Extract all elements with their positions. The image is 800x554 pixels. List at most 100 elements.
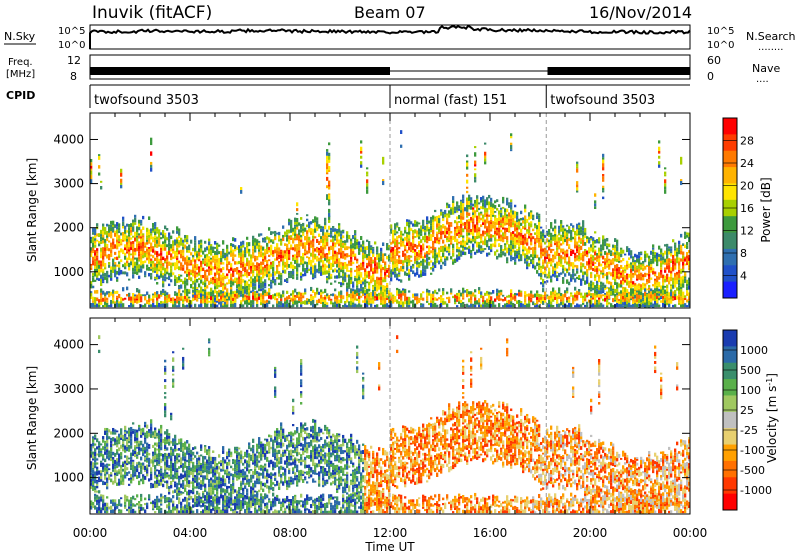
- data-cell: [632, 284, 635, 288]
- data-cell: [302, 242, 305, 247]
- data-cell: [108, 248, 111, 252]
- data-cell: [466, 236, 469, 239]
- data-cell: [240, 245, 243, 249]
- data-cell: [98, 233, 101, 238]
- data-cell: [412, 229, 415, 233]
- data-cell: [136, 288, 139, 293]
- data-cell: [466, 200, 469, 205]
- data-cell: [116, 256, 119, 261]
- data-cell: [208, 268, 211, 273]
- data-cell: [144, 242, 147, 246]
- data-cell: [510, 133, 513, 137]
- data-cell: [414, 257, 417, 262]
- data-cell: [542, 288, 545, 293]
- data-cell: [474, 228, 477, 233]
- data-cell: [140, 294, 143, 297]
- data-cell: [576, 245, 579, 250]
- data-cell: [658, 291, 661, 294]
- data-cell: [212, 294, 215, 297]
- data-cell: [302, 246, 305, 249]
- data-cell: [648, 300, 651, 306]
- data-cell: [516, 234, 519, 238]
- data-cell: [608, 292, 611, 295]
- data-cell: [164, 232, 167, 236]
- data-cell: [474, 289, 477, 293]
- data-cell: [308, 259, 311, 263]
- data-cell: [376, 266, 379, 270]
- data-cell: [150, 275, 153, 280]
- data-cell: [406, 255, 409, 259]
- data-cell: [544, 291, 547, 295]
- data-cell: [258, 233, 261, 237]
- data-cell: [646, 297, 649, 302]
- data-cell: [446, 256, 449, 261]
- data-cell: [634, 272, 637, 276]
- data-cell: [578, 275, 581, 278]
- data-cell: [550, 222, 553, 225]
- data-cell: [346, 295, 349, 299]
- data-cell: [352, 281, 355, 285]
- data-cell: [262, 303, 265, 308]
- data-cell: [644, 295, 647, 299]
- data-cell: [390, 292, 393, 297]
- power-data: [90, 113, 691, 308]
- data-cell: [468, 237, 471, 240]
- data-cell: [490, 246, 493, 250]
- cpid-segments: twofsound 3503 normal (fast) 151 twofsound…: [89, 85, 655, 108]
- data-cell: [328, 186, 331, 190]
- data-cell: [122, 231, 125, 236]
- data-cell: [622, 269, 625, 273]
- data-cell: [360, 291, 363, 294]
- data-cell: [114, 244, 117, 249]
- data-cell: [566, 261, 569, 265]
- data-cell: [362, 289, 365, 294]
- data-cell: [602, 157, 605, 160]
- data-cell: [578, 236, 581, 240]
- data-cell: [106, 270, 109, 275]
- data-cell: [128, 305, 131, 308]
- data-cell: [154, 305, 157, 308]
- data-cell: [436, 237, 439, 241]
- data-cell: [128, 241, 131, 243]
- data-cell: [270, 239, 273, 243]
- data-cell: [580, 253, 583, 258]
- data-cell: [640, 264, 643, 268]
- data-cell: [458, 299, 461, 302]
- data-cell: [520, 228, 523, 233]
- data-cell: [234, 249, 237, 252]
- data-cell: [498, 290, 501, 293]
- data-cell: [132, 297, 135, 301]
- data-cell: [290, 224, 293, 229]
- data-cell: [578, 222, 581, 226]
- data-cell: [674, 248, 677, 251]
- data-cell: [424, 225, 427, 231]
- data-cell: [248, 248, 251, 252]
- data-cell: [132, 243, 135, 248]
- data-cell: [160, 237, 163, 240]
- data-cell: [350, 267, 353, 271]
- data-cell: [408, 227, 411, 232]
- data-cell: [500, 223, 503, 226]
- data-cell: [288, 254, 291, 258]
- data-cell: [266, 263, 269, 267]
- data-cell: [510, 212, 513, 216]
- data-cell: [624, 271, 627, 274]
- data-cell: [522, 238, 525, 242]
- data-cell: [418, 274, 421, 278]
- data-cell: [224, 252, 227, 255]
- data-cell: [178, 285, 181, 288]
- data-cell: [156, 294, 159, 298]
- data-cell: [666, 276, 669, 280]
- data-cell: [100, 234, 103, 237]
- data-cell: [670, 273, 673, 277]
- data-cell: [320, 272, 323, 276]
- data-cell: [464, 240, 467, 245]
- data-cell: [160, 303, 163, 308]
- data-cell: [666, 300, 669, 303]
- data-cell: [524, 298, 527, 303]
- data-cell: [300, 275, 303, 279]
- data-cell: [530, 247, 533, 250]
- data-cell: [502, 299, 505, 302]
- data-cell: [466, 211, 469, 216]
- data-cell: [288, 247, 291, 250]
